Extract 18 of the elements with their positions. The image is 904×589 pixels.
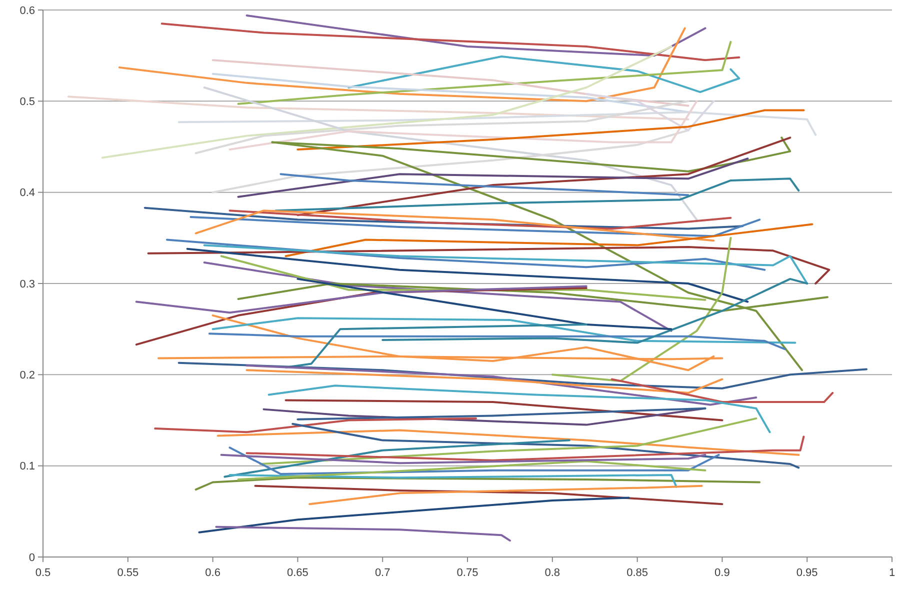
y-tick-label: 0.4 (20, 187, 35, 200)
x-tick-label: 0.95 (796, 567, 818, 579)
y-tick-label: 0.1 (20, 460, 35, 473)
x-tick-label: 0.8 (544, 567, 560, 579)
x-tick-label: 0.55 (117, 567, 139, 579)
y-tick-label: 0.5 (20, 96, 35, 108)
x-tick-label: 0.5 (35, 567, 51, 579)
x-tick-label: 0.7 (374, 567, 390, 579)
y-tick-label: 0 (28, 552, 35, 564)
x-tick-label: 0.9 (714, 567, 730, 579)
y-tick-label: 0.2 (20, 370, 35, 382)
x-tick-label: 1 (888, 567, 896, 579)
x-tick-label: 0.85 (626, 567, 648, 579)
x-tick-label: 0.6 (205, 567, 220, 579)
x-tick-label: 0.65 (286, 567, 308, 579)
y-tick-label: 0.6 (20, 4, 35, 17)
x-tick-label: 0.75 (456, 567, 478, 579)
y-tick-label: 0.3 (20, 278, 35, 290)
